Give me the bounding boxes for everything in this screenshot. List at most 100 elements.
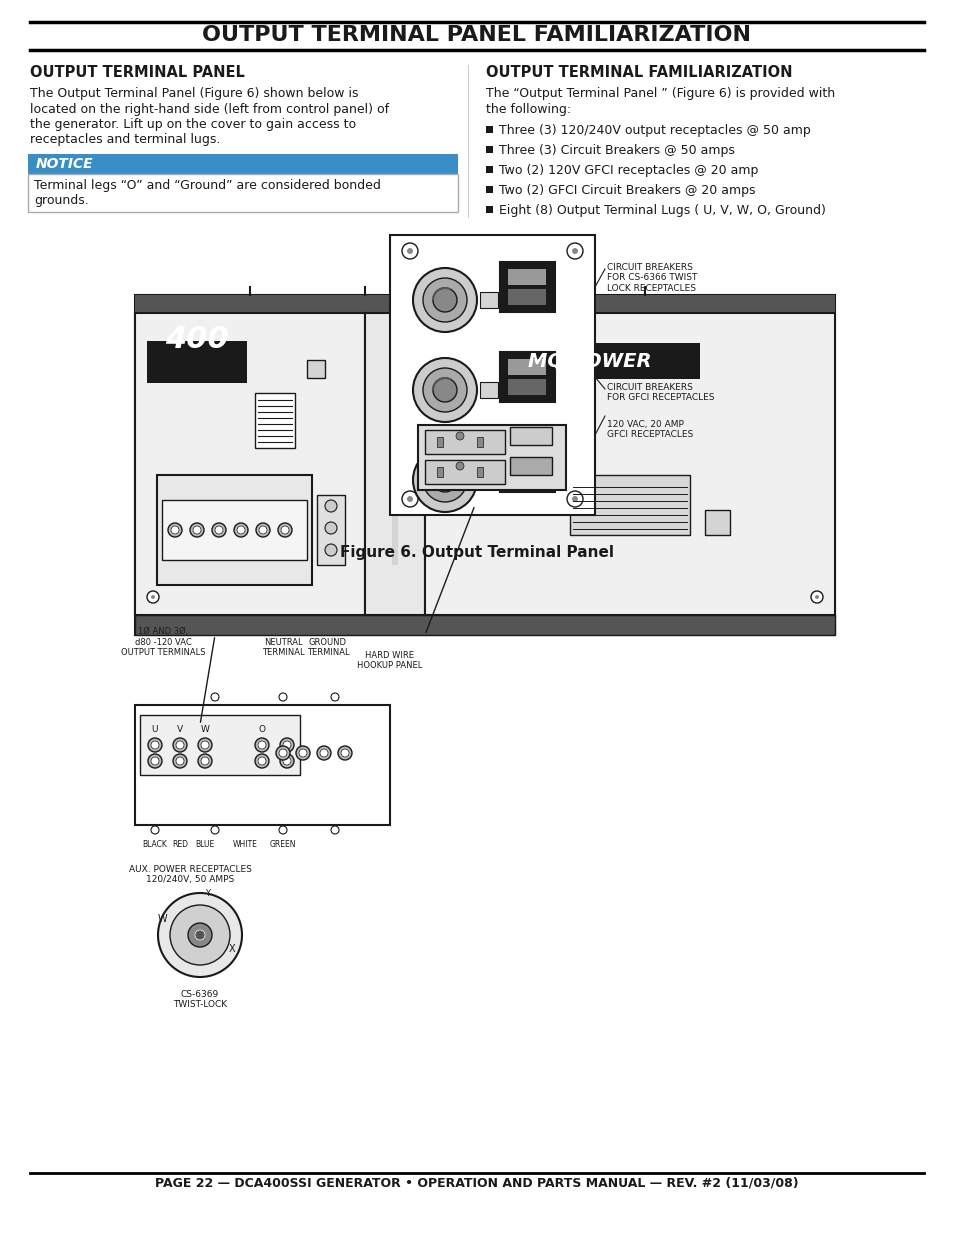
Circle shape xyxy=(407,248,413,254)
Bar xyxy=(485,126,493,133)
Text: 120 VAC, 20 AMP
GFCI RECEPTACLES: 120 VAC, 20 AMP GFCI RECEPTACLES xyxy=(606,420,693,440)
Circle shape xyxy=(254,739,269,752)
Circle shape xyxy=(316,746,331,760)
Circle shape xyxy=(148,755,162,768)
Text: O: O xyxy=(258,725,265,735)
Bar xyxy=(507,359,545,375)
Text: BLUE: BLUE xyxy=(195,840,214,848)
Circle shape xyxy=(147,592,159,603)
Circle shape xyxy=(254,755,269,768)
Circle shape xyxy=(158,893,242,977)
Text: Eight (8) Output Terminal Lugs ( U, V, W, O, Ground): Eight (8) Output Terminal Lugs ( U, V, W… xyxy=(498,204,825,217)
Circle shape xyxy=(340,748,349,757)
Circle shape xyxy=(148,739,162,752)
Bar xyxy=(569,475,689,535)
Circle shape xyxy=(337,746,352,760)
Bar xyxy=(28,154,457,174)
Bar xyxy=(499,262,555,312)
Bar xyxy=(476,467,482,477)
Bar xyxy=(507,450,545,466)
Text: CIRCUIT BREAKERS
FOR GFCI RECEPTACLES: CIRCUIT BREAKERS FOR GFCI RECEPTACLES xyxy=(606,383,714,403)
Circle shape xyxy=(283,757,291,764)
Circle shape xyxy=(212,522,226,537)
Text: Three (3) Circuit Breakers @ 50 amps: Three (3) Circuit Breakers @ 50 amps xyxy=(498,144,734,157)
Bar xyxy=(704,510,729,535)
Circle shape xyxy=(433,378,456,403)
Bar xyxy=(135,705,390,825)
Text: The “Output Terminal Panel ” (Figure 6) is provided with: The “Output Terminal Panel ” (Figure 6) … xyxy=(485,86,834,100)
Bar xyxy=(424,312,834,615)
Bar xyxy=(476,437,482,447)
Circle shape xyxy=(413,268,476,332)
Circle shape xyxy=(280,739,294,752)
Bar xyxy=(28,174,457,212)
Circle shape xyxy=(211,826,219,834)
Text: the following:: the following: xyxy=(485,103,571,116)
Circle shape xyxy=(810,592,822,603)
Bar xyxy=(147,341,247,383)
Bar xyxy=(316,495,345,564)
Bar xyxy=(135,295,834,312)
Text: GROUND
TERMINAL: GROUND TERMINAL xyxy=(306,637,349,657)
Circle shape xyxy=(298,748,307,757)
Circle shape xyxy=(151,757,159,764)
Text: The Output Terminal Panel (Figure 6) shown below is: The Output Terminal Panel (Figure 6) sho… xyxy=(30,86,358,100)
Bar xyxy=(390,235,595,515)
Text: Figure 6. Output Terminal Panel: Figure 6. Output Terminal Panel xyxy=(339,545,614,559)
Circle shape xyxy=(198,755,212,768)
Text: CIRCUIT BREAKERS
FOR CS-6366 TWIST
LOCK RECEPTACLES: CIRCUIT BREAKERS FOR CS-6366 TWIST LOCK … xyxy=(606,263,697,293)
Circle shape xyxy=(407,496,413,501)
Circle shape xyxy=(171,526,179,534)
Text: OUTPUT TERMINAL PANEL FAMILIARIZATION: OUTPUT TERMINAL PANEL FAMILIARIZATION xyxy=(202,25,751,44)
Text: the generator. Lift up on the cover to gain access to: the generator. Lift up on the cover to g… xyxy=(30,119,355,131)
Text: Terminal legs “O” and “Ground” are considered bonded: Terminal legs “O” and “Ground” are consi… xyxy=(34,179,380,191)
Circle shape xyxy=(331,693,338,701)
Circle shape xyxy=(325,522,336,534)
Circle shape xyxy=(278,826,287,834)
Circle shape xyxy=(566,492,582,508)
Bar xyxy=(162,500,307,559)
Text: OUTPUT TERMINAL PANEL: OUTPUT TERMINAL PANEL xyxy=(30,65,245,80)
Bar xyxy=(485,165,493,173)
Bar xyxy=(524,403,555,433)
Circle shape xyxy=(401,492,417,508)
Text: receptacles and terminal lugs.: receptacles and terminal lugs. xyxy=(30,133,220,147)
Text: V: V xyxy=(176,725,183,735)
Circle shape xyxy=(331,826,338,834)
Circle shape xyxy=(193,526,201,534)
Bar xyxy=(157,475,312,585)
Text: HARD WIRE
HOOKUP PANEL: HARD WIRE HOOKUP PANEL xyxy=(357,651,422,671)
Text: W: W xyxy=(157,914,167,924)
Circle shape xyxy=(422,278,467,322)
Bar xyxy=(424,459,504,484)
Circle shape xyxy=(281,526,289,534)
Circle shape xyxy=(175,757,184,764)
Text: X: X xyxy=(229,944,235,953)
Text: Three (3) 120/240V output receptacles @ 50 amp: Three (3) 120/240V output receptacles @ … xyxy=(498,124,810,137)
Bar xyxy=(507,289,545,305)
Circle shape xyxy=(456,432,463,440)
Circle shape xyxy=(201,741,209,748)
Bar xyxy=(510,427,552,445)
Text: Two (2) 120V GFCI receptacles @ 20 amp: Two (2) 120V GFCI receptacles @ 20 amp xyxy=(498,164,758,177)
Text: OUTPUT TERMINAL FAMILIARIZATION: OUTPUT TERMINAL FAMILIARIZATION xyxy=(485,65,792,80)
Bar xyxy=(507,379,545,395)
Circle shape xyxy=(277,522,292,537)
Bar xyxy=(499,442,555,492)
Text: W: W xyxy=(200,725,210,735)
Bar xyxy=(424,430,504,454)
Circle shape xyxy=(319,748,328,757)
Circle shape xyxy=(175,741,184,748)
Text: NOTICE: NOTICE xyxy=(36,157,93,170)
Circle shape xyxy=(278,693,287,701)
Text: NEUTRAL
TERMINAL: NEUTRAL TERMINAL xyxy=(261,637,304,657)
Bar xyxy=(140,715,299,776)
Circle shape xyxy=(814,595,818,599)
Bar xyxy=(485,206,493,212)
Circle shape xyxy=(401,243,417,259)
Circle shape xyxy=(257,741,266,748)
Bar xyxy=(254,393,294,448)
Circle shape xyxy=(283,741,291,748)
Bar xyxy=(485,186,493,193)
Text: Two (2) GFCI Circuit Breakers @ 20 amps: Two (2) GFCI Circuit Breakers @ 20 amps xyxy=(498,184,755,198)
